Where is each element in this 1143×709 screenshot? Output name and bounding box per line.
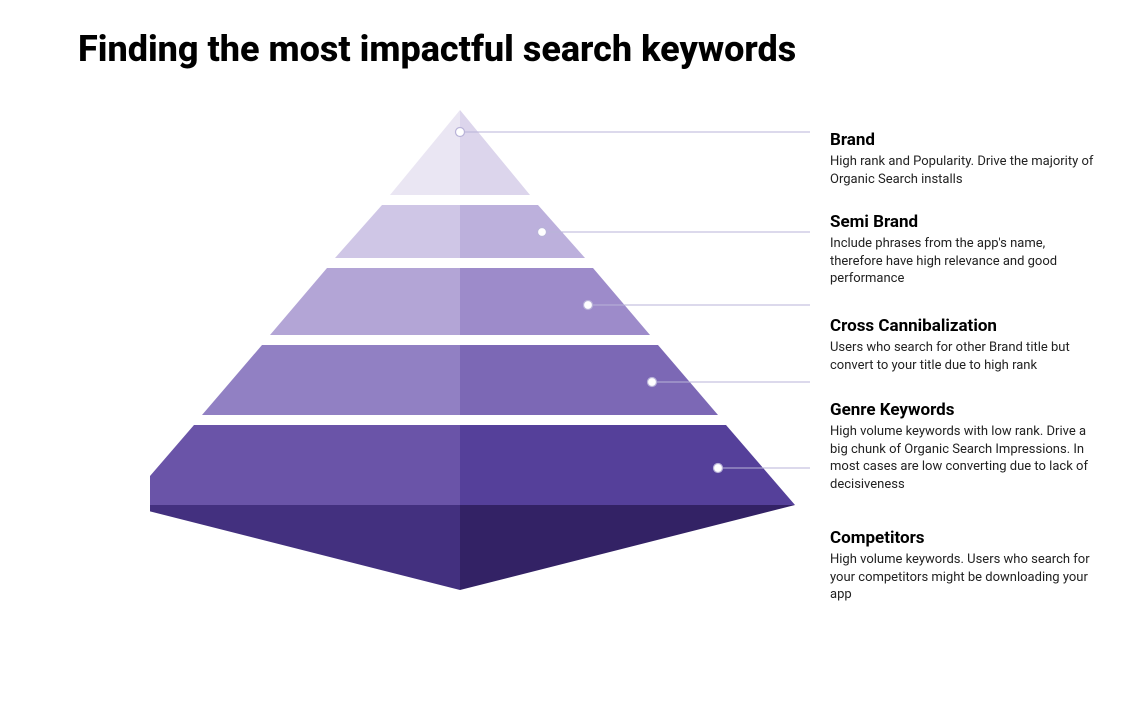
pyramid-label-block: Cross Cannibalization Users who search fo… [830,316,1100,374]
pyramid-diagram [150,110,850,670]
pyramid-label-title: Semi Brand [830,212,1100,232]
pyramid-label-desc: Include phrases from the app's name, the… [830,235,1100,288]
pyramid-label-block: Genre Keywords High volume keywords with … [830,400,1100,493]
pyramid-label-block: Brand High rank and Popularity. Drive the… [830,130,1100,188]
pyramid-label-desc: Users who search for other Brand title b… [830,339,1100,374]
pyramid-label-desc: High volume keywords. Users who search f… [830,551,1100,604]
pyramid-label-block: Semi Brand Include phrases from the app's… [830,212,1100,288]
pyramid-label-title: Competitors [830,528,1100,548]
pyramid-label-title: Brand [830,130,1100,150]
pyramid-label-desc: High volume keywords with low rank. Driv… [830,423,1100,493]
pyramid-label-title: Genre Keywords [830,400,1100,420]
pyramid-label-block: Competitors High volume keywords. Users w… [830,528,1100,604]
page-title: Finding the most impactful search keywor… [78,28,796,70]
pyramid-label-desc: High rank and Popularity. Drive the majo… [830,153,1100,188]
pyramid-label-title: Cross Cannibalization [830,316,1100,336]
